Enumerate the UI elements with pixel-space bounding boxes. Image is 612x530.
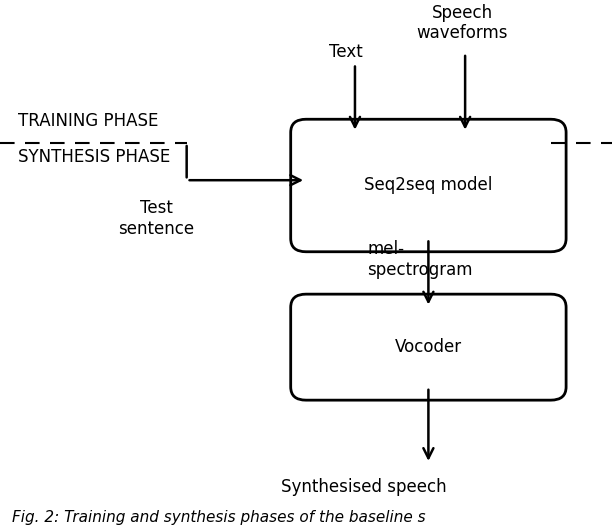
Text: Fig. 2: Training and synthesis phases of the baseline s: Fig. 2: Training and synthesis phases of… [12,510,426,525]
FancyBboxPatch shape [291,294,566,400]
Text: Speech
waveforms: Speech waveforms [416,4,508,42]
Text: TRAINING PHASE: TRAINING PHASE [18,112,159,130]
Text: mel-
spectrogram: mel- spectrogram [367,240,472,279]
Text: Vocoder: Vocoder [395,338,462,356]
Text: Test
sentence: Test sentence [118,199,194,237]
Text: Synthesised speech: Synthesised speech [282,478,447,496]
FancyBboxPatch shape [291,119,566,252]
Text: Text: Text [329,43,363,61]
Text: Seq2seq model: Seq2seq model [364,176,493,195]
Text: SYNTHESIS PHASE: SYNTHESIS PHASE [18,148,171,166]
